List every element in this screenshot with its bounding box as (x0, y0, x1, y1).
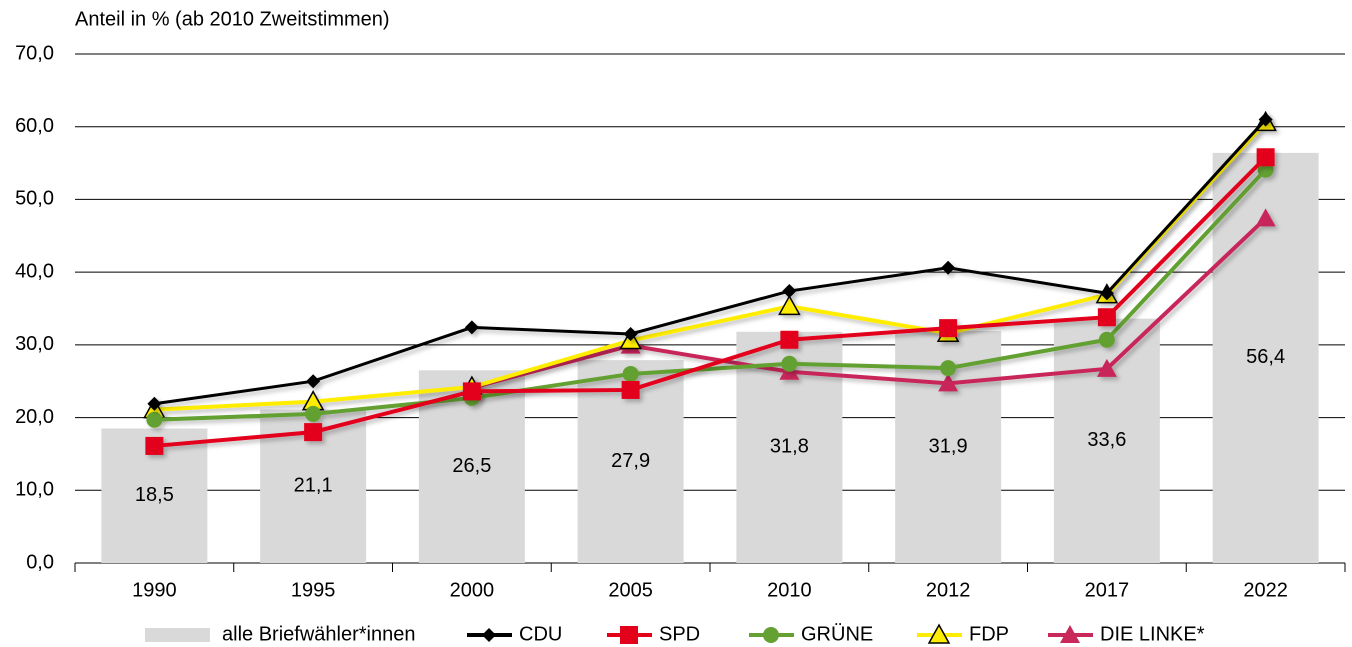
marker (781, 355, 798, 372)
y-tick-label: 0,0 (26, 551, 54, 573)
marker (1097, 308, 1116, 327)
y-tick-label: 60,0 (15, 115, 54, 137)
y-tick-label: 50,0 (15, 188, 54, 210)
marker (763, 627, 779, 643)
x-tick-label: 2022 (1243, 579, 1288, 601)
bar-value-label: 27,9 (611, 450, 650, 472)
bar-value-label: 21,1 (294, 475, 333, 497)
bar-value-label: 31,8 (770, 436, 809, 458)
marker (623, 326, 638, 341)
legend-swatch (145, 628, 210, 642)
series (147, 112, 1273, 411)
bar-value-label: 56,4 (1246, 346, 1285, 368)
x-tick-label: 2000 (450, 579, 495, 601)
legend-label: SPD (659, 623, 700, 645)
marker (1099, 286, 1114, 301)
marker (780, 330, 799, 349)
line (154, 168, 1268, 422)
marker (1098, 331, 1115, 348)
x-tick-label: 2005 (608, 579, 653, 601)
line (154, 120, 1268, 412)
x-tick-label: 1995 (291, 579, 336, 601)
legend-label: DIE LINKE* (1100, 623, 1205, 645)
line (471, 216, 1268, 390)
marker (147, 396, 162, 411)
y-tick-label: 70,0 (15, 42, 54, 64)
marker (1256, 148, 1275, 167)
marker (146, 411, 163, 428)
marker (620, 626, 638, 644)
marker (305, 405, 322, 422)
marker (1255, 208, 1276, 227)
x-tick-label: 2010 (767, 579, 812, 601)
series (145, 148, 1275, 455)
chart-title: Anteil in % (ab 2010 Zweitstimmen) (75, 8, 390, 30)
marker (927, 623, 951, 644)
marker (621, 380, 640, 399)
bar-value-label: 26,5 (452, 455, 491, 477)
line (154, 155, 1268, 448)
y-tick-label: 10,0 (15, 479, 54, 501)
marker (462, 382, 481, 401)
marker (304, 423, 323, 442)
line (154, 118, 1267, 406)
y-tick-label: 40,0 (15, 260, 54, 282)
marker (778, 294, 801, 316)
bar-value-label: 18,5 (135, 484, 174, 506)
marker (306, 374, 321, 389)
marker (938, 373, 959, 392)
marker (782, 284, 797, 299)
bar-value-label: 31,9 (929, 435, 968, 457)
marker (464, 320, 479, 335)
marker (1258, 112, 1273, 127)
y-tick-label: 30,0 (15, 333, 54, 355)
x-tick-label: 2017 (1085, 579, 1130, 601)
legend-label: CDU (519, 623, 562, 645)
marker (939, 319, 958, 338)
marker (940, 360, 957, 377)
bar-value-label: 33,6 (1087, 429, 1126, 451)
legend-label: FDP (969, 623, 1009, 645)
legend-label: alle Briefwähler*innen (222, 623, 415, 645)
marker (1060, 625, 1080, 643)
marker (1096, 358, 1117, 377)
x-tick-label: 1990 (132, 579, 177, 601)
marker (941, 260, 956, 275)
marker (145, 436, 164, 455)
marker (482, 628, 496, 642)
legend-label: GRÜNE (801, 623, 873, 645)
y-tick-label: 20,0 (15, 406, 54, 428)
series (461, 208, 1276, 396)
x-tick-label: 2012 (926, 579, 971, 601)
marker (622, 365, 639, 382)
